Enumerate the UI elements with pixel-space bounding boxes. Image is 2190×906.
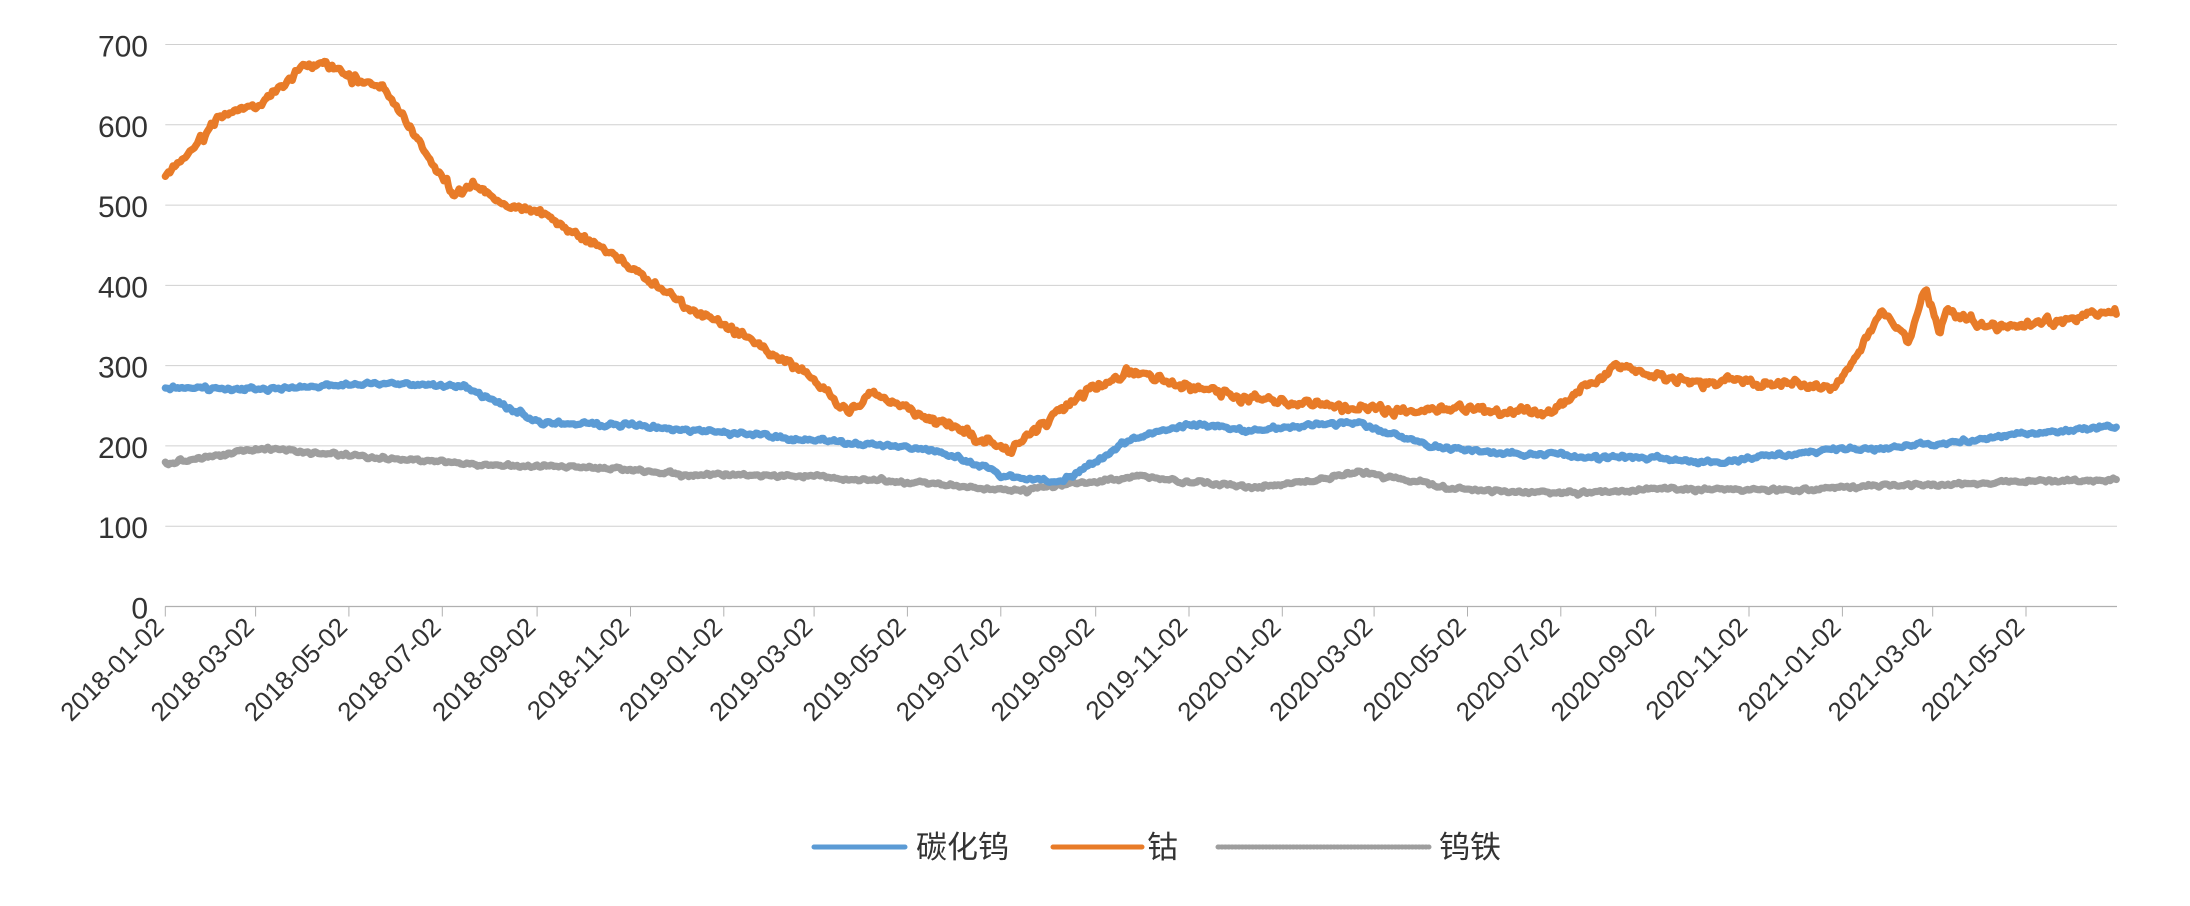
svg-text:钨铁: 钨铁 [1439,830,1501,865]
svg-text:600: 600 [98,111,148,144]
svg-text:钴: 钴 [1147,830,1178,865]
svg-text:200: 200 [98,432,148,465]
svg-text:100: 100 [98,512,148,545]
svg-text:500: 500 [98,191,148,224]
svg-text:碳化钨: 碳化钨 [916,830,1009,865]
svg-text:300: 300 [98,352,148,385]
svg-text:700: 700 [98,31,148,64]
svg-text:400: 400 [98,271,148,304]
